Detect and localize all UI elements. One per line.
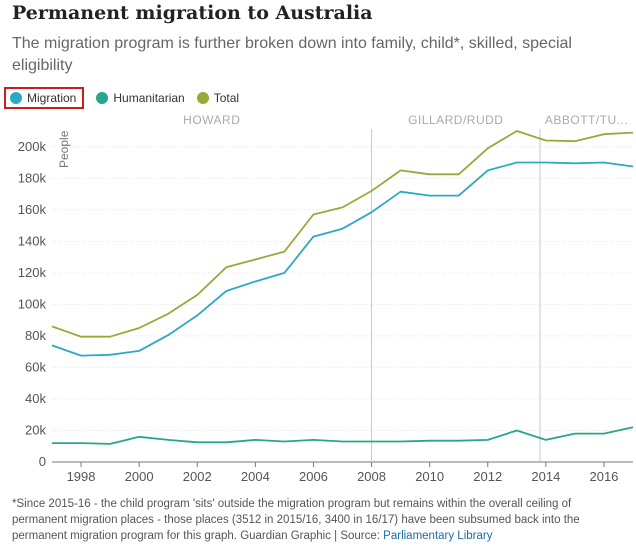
- x-tick-label: 2012: [473, 469, 502, 484]
- legend-label-migration: Migration: [27, 91, 77, 105]
- legend-dot-migration: [10, 92, 22, 104]
- y-tick-label: 160k: [18, 202, 47, 217]
- y-tick-label: 120k: [18, 265, 47, 280]
- legend-dot-total: [196, 92, 209, 104]
- series-line-humanitarian: [52, 426, 634, 445]
- legend-label-total: Total: [213, 91, 240, 105]
- x-tick-label: 2000: [125, 469, 154, 484]
- y-tick-label: 200k: [18, 139, 47, 154]
- y-tick-label: 80k: [25, 328, 46, 343]
- footnote: *Since 2015-16 - the child program 'sits…: [12, 496, 628, 544]
- chart-subtitle: The migration program is further broken …: [12, 35, 572, 74]
- chart-legend: Migration Humanitarian Total: [4, 87, 251, 109]
- legend-item-total[interactable]: Total: [196, 91, 240, 105]
- x-tick-label: 2004: [241, 469, 270, 484]
- y-axis-label: People: [57, 130, 71, 168]
- x-tick-label: 2016: [589, 469, 618, 484]
- chart-title: Permanent migration to Australia: [12, 2, 373, 24]
- y-tick-label: 40k: [25, 391, 46, 406]
- legend-label-humanitarian: Humanitarian: [113, 91, 185, 105]
- y-tick-label: 180k: [18, 170, 47, 185]
- legend-dot-humanitarian: [96, 92, 109, 104]
- footnote-text: *Since 2015-16 - the child program 'sits…: [12, 498, 580, 542]
- y-tick-label: 60k: [25, 359, 46, 374]
- series-line-migration: [51, 161, 634, 357]
- x-tick-label: 2008: [357, 469, 386, 484]
- x-tick-label: 1998: [67, 469, 96, 484]
- x-tick-label: 2010: [415, 469, 444, 484]
- legend-item-humanitarian[interactable]: Humanitarian: [96, 91, 185, 105]
- era-label: ABBOTT/TU...: [545, 113, 628, 127]
- y-tick-label: 0: [39, 454, 46, 469]
- y-tick-label: 140k: [18, 233, 47, 248]
- x-tick-label: 2014: [531, 469, 560, 484]
- y-tick-label: 20k: [25, 422, 46, 437]
- x-tick-label: 2006: [299, 469, 328, 484]
- source-link[interactable]: Parliamentary Library: [383, 530, 493, 542]
- legend-item-migration[interactable]: Migration: [4, 87, 85, 109]
- series-line-total: [51, 130, 634, 338]
- era-label: GILLARD/RUDD: [408, 113, 503, 127]
- era-label: HOWARD: [183, 113, 240, 127]
- x-tick-label: 2002: [183, 469, 212, 484]
- y-tick-label: 100k: [18, 296, 47, 311]
